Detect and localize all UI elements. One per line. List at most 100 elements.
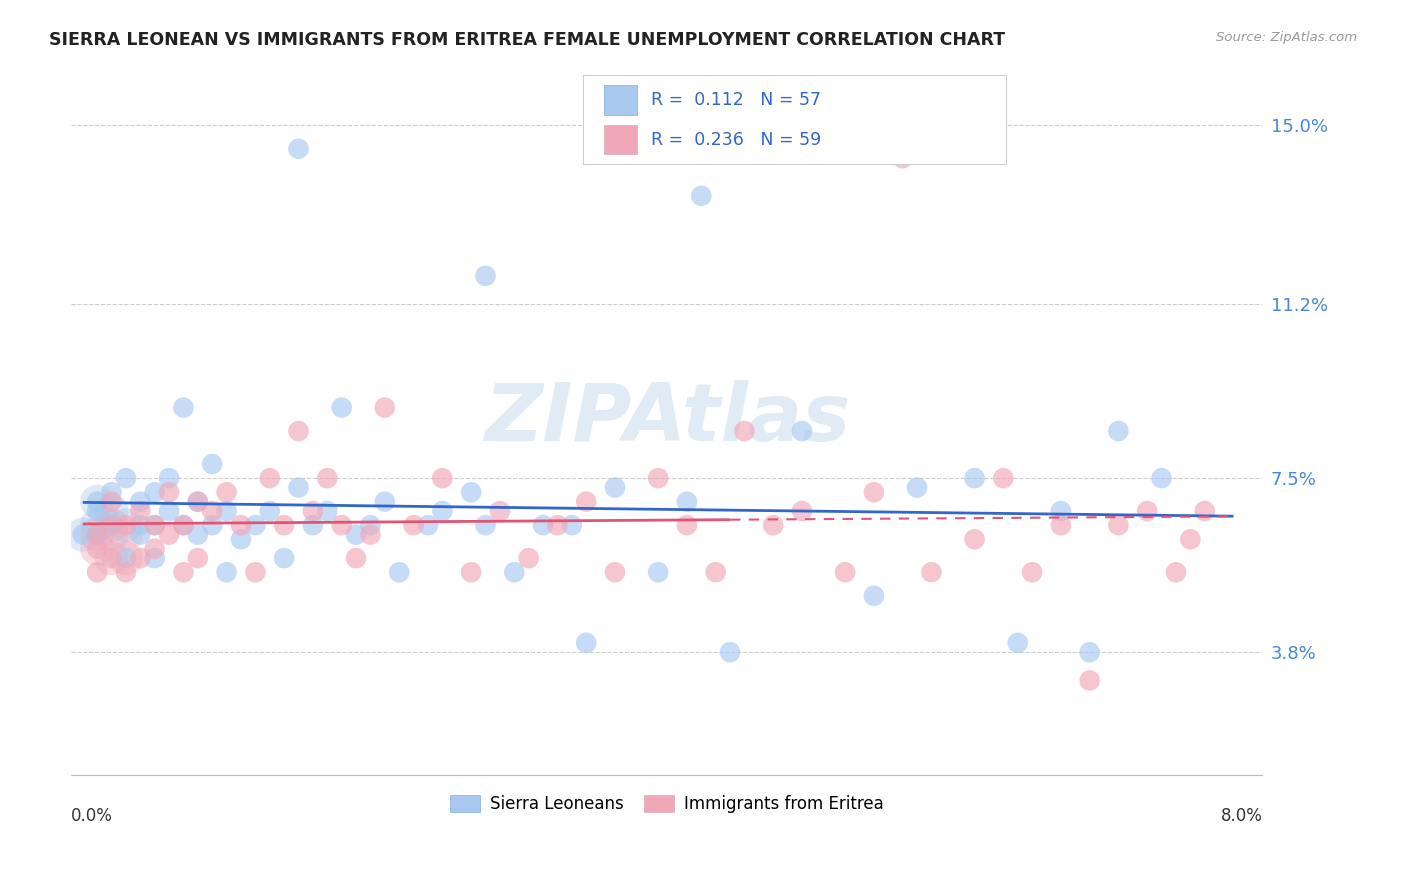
Point [245, 518, 267, 533]
Point [86, 527, 108, 541]
Point [762, 518, 785, 533]
Point [330, 401, 353, 415]
Point [891, 151, 914, 165]
Point [100, 504, 122, 518]
Point [388, 566, 411, 580]
Point [1164, 566, 1187, 580]
Point [1050, 518, 1073, 533]
Point [718, 645, 741, 659]
Point [863, 485, 886, 500]
Point [1194, 504, 1216, 518]
Point [172, 401, 194, 415]
Point [517, 551, 540, 566]
Point [1150, 471, 1173, 485]
Point [115, 551, 138, 566]
Point [129, 518, 152, 533]
Point [100, 518, 122, 533]
Point [115, 527, 138, 541]
Legend: Sierra Leoneans, Immigrants from Eritrea: Sierra Leoneans, Immigrants from Eritrea [443, 788, 890, 820]
Point [143, 518, 166, 533]
Point [129, 504, 152, 518]
Point [603, 481, 626, 495]
Point [215, 485, 238, 500]
Point [100, 485, 122, 500]
Point [603, 566, 626, 580]
Point [316, 504, 339, 518]
Point [676, 518, 699, 533]
Point [993, 471, 1015, 485]
Point [1021, 566, 1043, 580]
Point [187, 551, 209, 566]
Point [546, 518, 568, 533]
Point [115, 518, 138, 533]
Point [359, 518, 381, 533]
Point [201, 518, 224, 533]
Point [489, 504, 512, 518]
Point [157, 485, 180, 500]
Point [86, 527, 108, 541]
Point [86, 518, 108, 533]
Point [86, 527, 108, 541]
Point [259, 471, 281, 485]
Point [157, 504, 180, 518]
Text: SIERRA LEONEAN VS IMMIGRANTS FROM ERITREA FEMALE UNEMPLOYMENT CORRELATION CHART: SIERRA LEONEAN VS IMMIGRANTS FROM ERITRE… [49, 31, 1005, 49]
FancyBboxPatch shape [603, 125, 637, 154]
Point [863, 589, 886, 603]
Point [100, 513, 122, 527]
Point [416, 518, 439, 533]
Point [834, 566, 856, 580]
Point [963, 533, 986, 547]
FancyBboxPatch shape [583, 75, 1007, 163]
Point [330, 518, 353, 533]
Point [229, 533, 252, 547]
Point [129, 527, 152, 541]
Point [215, 504, 238, 518]
Point [474, 518, 496, 533]
Point [647, 566, 669, 580]
Point [115, 518, 138, 533]
Text: R =  0.236   N = 59: R = 0.236 N = 59 [651, 130, 821, 149]
Point [963, 471, 986, 485]
Point [531, 518, 554, 533]
Point [100, 551, 122, 566]
FancyBboxPatch shape [603, 86, 637, 115]
Point [790, 424, 813, 438]
Point [100, 518, 122, 533]
Point [561, 518, 583, 533]
Point [474, 268, 496, 283]
Point [432, 471, 454, 485]
Point [1107, 518, 1129, 533]
Point [790, 504, 813, 518]
Text: Source: ZipAtlas.com: Source: ZipAtlas.com [1216, 31, 1357, 45]
Text: 8.0%: 8.0% [1220, 806, 1263, 824]
Point [460, 566, 482, 580]
Y-axis label: Female Unemployment: Female Unemployment [0, 330, 7, 508]
Point [157, 471, 180, 485]
Text: ZIPAtlas: ZIPAtlas [484, 380, 849, 458]
Point [143, 551, 166, 566]
Point [302, 504, 325, 518]
Point [129, 551, 152, 566]
Point [287, 142, 309, 156]
Point [733, 424, 755, 438]
Point [201, 504, 224, 518]
Point [245, 566, 267, 580]
Point [143, 541, 166, 556]
Point [374, 494, 396, 508]
Point [86, 541, 108, 556]
Point [344, 527, 367, 541]
Point [86, 494, 108, 508]
Point [115, 551, 138, 566]
Point [402, 518, 425, 533]
Point [676, 494, 699, 508]
Point [704, 566, 727, 580]
Point [72, 527, 94, 541]
Point [229, 518, 252, 533]
Point [316, 471, 339, 485]
Point [187, 527, 209, 541]
Point [86, 541, 108, 556]
Point [273, 551, 295, 566]
Point [100, 551, 122, 566]
Text: R =  0.112   N = 57: R = 0.112 N = 57 [651, 91, 821, 110]
Point [100, 494, 122, 508]
